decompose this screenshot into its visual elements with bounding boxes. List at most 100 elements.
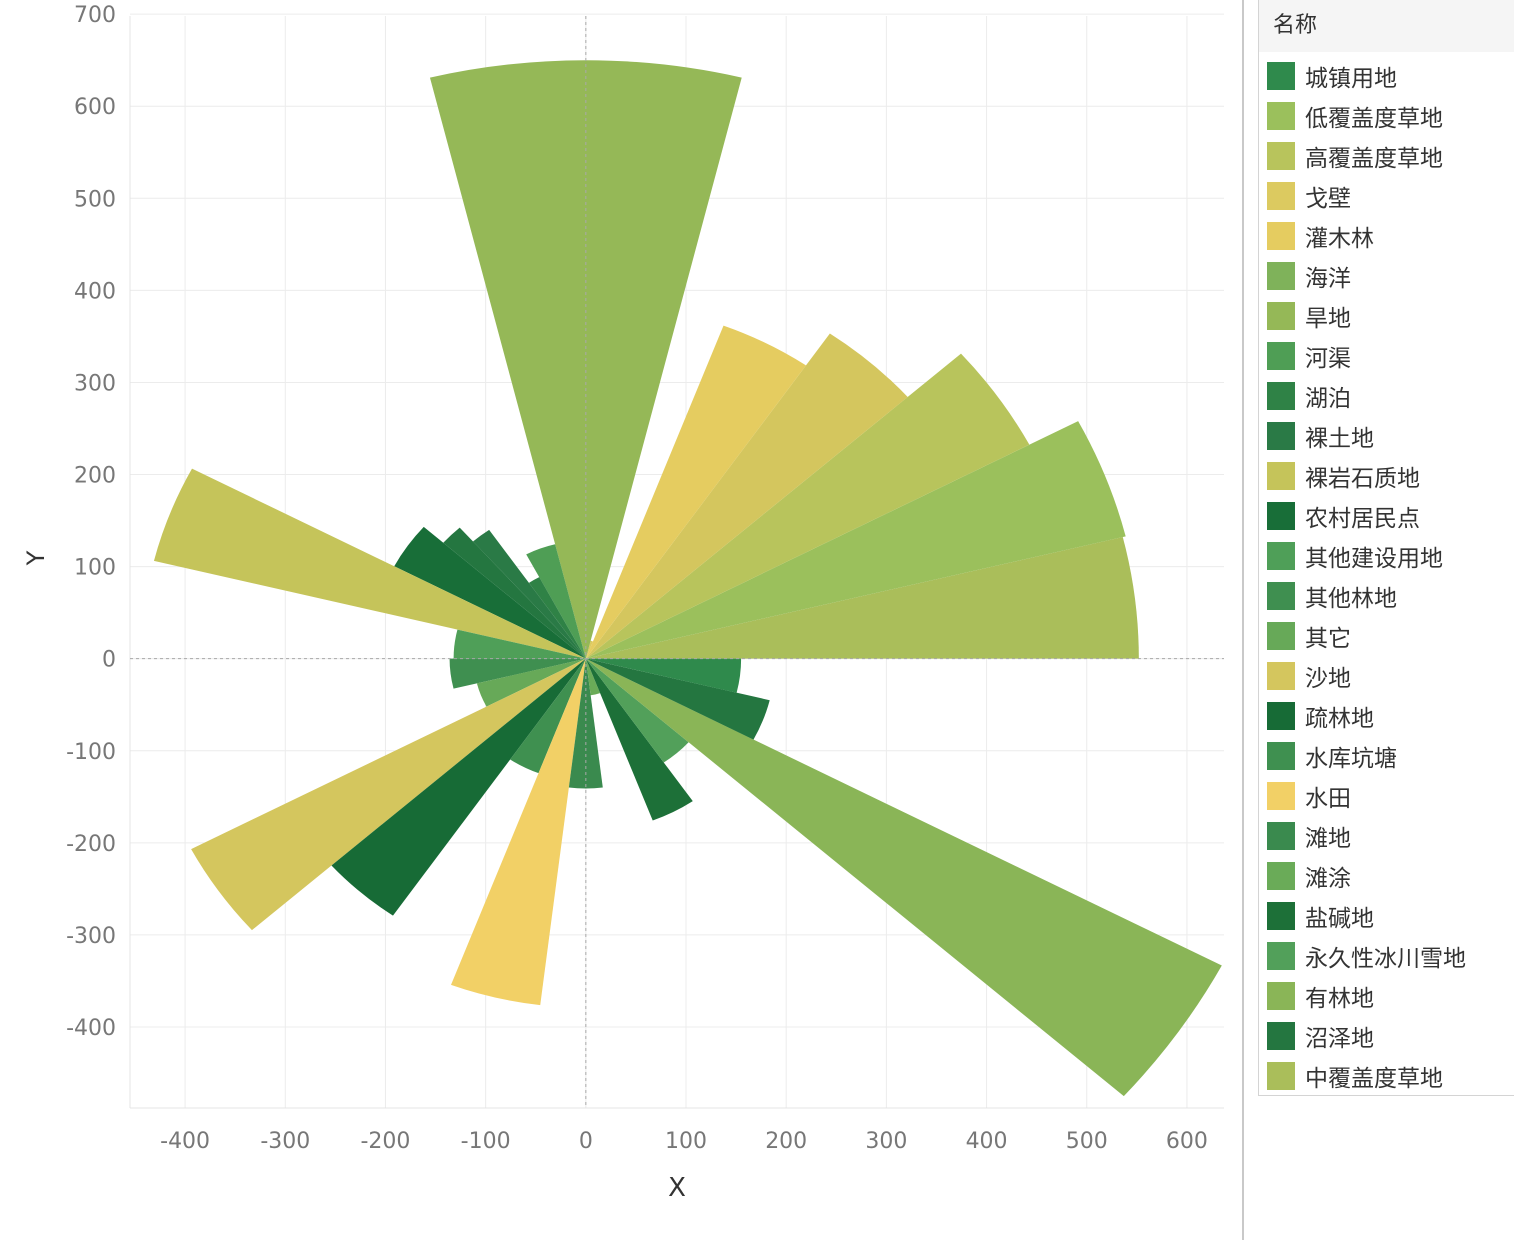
- x-tick-label: 600: [1166, 1129, 1208, 1154]
- legend-swatch: [1267, 582, 1295, 610]
- legend-item[interactable]: 其他建设用地: [1267, 536, 1466, 576]
- legend-item[interactable]: 灌木林: [1267, 216, 1466, 256]
- legend-item[interactable]: 沼泽地: [1267, 1016, 1466, 1056]
- sector-高覆盖度草地: [585, 353, 1030, 659]
- legend-swatch: [1267, 902, 1295, 930]
- legend-item[interactable]: 其它: [1267, 616, 1466, 656]
- sector-沙地: [585, 333, 908, 659]
- legend-item[interactable]: 水田: [1267, 776, 1466, 816]
- legend-item[interactable]: 滩涂: [1267, 856, 1466, 896]
- legend-label: 水田: [1305, 786, 1351, 812]
- sector-中覆盖度草地: [585, 537, 1139, 659]
- legend-label: 旱地: [1305, 306, 1351, 332]
- legend-item[interactable]: 裸岩石质地: [1267, 456, 1466, 496]
- legend-item[interactable]: 农村居民点: [1267, 496, 1466, 536]
- y-tick-label: 500: [74, 187, 116, 212]
- y-tick-label: 300: [74, 371, 116, 396]
- legend-swatch: [1267, 1062, 1295, 1090]
- y-tick-label: -100: [66, 740, 116, 765]
- legend-swatch: [1267, 342, 1295, 370]
- legend-item[interactable]: 沙地: [1267, 656, 1466, 696]
- y-tick-label: 600: [74, 95, 116, 120]
- sector-永久性冰川雪地: [585, 658, 689, 763]
- legend-item[interactable]: 中覆盖度草地: [1267, 1056, 1466, 1096]
- legend-label: 滩涂: [1305, 866, 1351, 892]
- x-axis-label: X: [668, 1173, 686, 1203]
- legend-label: 城镇用地: [1305, 66, 1397, 92]
- legend-swatch: [1267, 622, 1295, 650]
- legend-swatch: [1267, 662, 1295, 690]
- legend-label: 其他建设用地: [1305, 546, 1443, 572]
- sector-其他建设用地: [453, 629, 586, 659]
- legend-label: 有林地: [1305, 986, 1374, 1012]
- y-tick-label: -400: [66, 1016, 116, 1041]
- x-tick-label: 100: [665, 1129, 707, 1154]
- legend-label: 裸土地: [1305, 426, 1374, 452]
- x-tick-label: -200: [360, 1129, 410, 1154]
- legend-label: 低覆盖度草地: [1305, 106, 1443, 132]
- legend-item[interactable]: 戈壁: [1267, 176, 1466, 216]
- legend-label: 灌木林: [1305, 226, 1374, 252]
- legend-item[interactable]: 湖泊: [1267, 376, 1466, 416]
- legend-label: 沙地: [1305, 666, 1351, 692]
- legend-swatch: [1267, 942, 1295, 970]
- legend-item[interactable]: 河渠: [1267, 336, 1466, 376]
- legend-label: 其他林地: [1305, 586, 1397, 612]
- sector-盐碱地: [585, 658, 693, 821]
- legend-swatch: [1267, 462, 1295, 490]
- legend-label: 中覆盖度草地: [1305, 1066, 1443, 1092]
- sector-疏林地: [331, 658, 586, 916]
- x-tick-label: 0: [579, 1129, 593, 1154]
- legend: 名称 城镇用地低覆盖度草地 高覆盖度草地戈壁灌木林海洋旱地河渠湖泊裸土地裸岩石质地…: [1258, 0, 1514, 1096]
- y-tick-label: 100: [74, 556, 116, 581]
- legend-label: 农村居民点: [1305, 506, 1420, 532]
- legend-label: 其它: [1305, 626, 1351, 652]
- legend-label: 疏林地: [1305, 706, 1374, 732]
- legend-item[interactable]: 有林地: [1267, 976, 1466, 1016]
- sector-其他林地: [449, 658, 586, 689]
- legend-item[interactable]: 海洋: [1267, 256, 1466, 296]
- legend-label: 沼泽地: [1305, 1026, 1374, 1052]
- polar-bar-chart: -400 -300 -200 -100 0 100 200 300 400 500 600 -400 -…: [22, 3, 1224, 1203]
- sector-其它: [476, 658, 586, 707]
- legend-item[interactable]: 旱地: [1267, 296, 1466, 336]
- legend-panel: 名称 城镇用地低覆盖度草地 高覆盖度草地戈壁灌木林海洋旱地河渠湖泊裸土地裸岩石质地…: [1242, 0, 1514, 1240]
- y-tick-label: 200: [74, 464, 116, 489]
- legend-item[interactable]: 其他林地: [1267, 576, 1466, 616]
- sector-沙地: [191, 658, 586, 931]
- legend-label: 滩地: [1305, 826, 1351, 852]
- legend-item[interactable]: 水库坑塘: [1267, 736, 1466, 776]
- x-tick-label: 200: [765, 1129, 807, 1154]
- legend-item[interactable]: 高覆盖度草地: [1267, 136, 1466, 176]
- y-tick-label: -200: [66, 832, 116, 857]
- legend-swatch: [1267, 542, 1295, 570]
- sector-湖泊: [528, 577, 586, 659]
- legend-label: 海洋: [1305, 266, 1351, 292]
- legend-swatch: [1267, 502, 1295, 530]
- legend-swatch: [1267, 782, 1295, 810]
- legend-title: 名称: [1259, 0, 1514, 52]
- sector-农村居民点: [394, 526, 586, 659]
- legend-label: 河渠: [1305, 346, 1351, 372]
- x-tick-label: -100: [461, 1129, 511, 1154]
- sector-戈壁: [585, 640, 593, 659]
- legend-item[interactable]: 城镇用地: [1267, 56, 1466, 96]
- sector-水库坑塘: [510, 658, 586, 774]
- legend-item[interactable]: 永久性冰川雪地: [1267, 936, 1466, 976]
- legend-item[interactable]: 低覆盖度草地: [1267, 96, 1466, 136]
- legend-item[interactable]: 盐碱地: [1267, 896, 1466, 936]
- legend-item[interactable]: 疏林地: [1267, 696, 1466, 736]
- legend-label: 高覆盖度草地: [1305, 146, 1443, 172]
- legend-label: 永久性冰川雪地: [1305, 946, 1466, 972]
- sector-水田: [451, 658, 586, 1006]
- legend-swatch: [1267, 222, 1295, 250]
- sector-河渠: [526, 544, 586, 659]
- legend-label: 裸岩石质地: [1305, 466, 1420, 492]
- legend-label: 盐碱地: [1305, 906, 1374, 932]
- legend-item[interactable]: 裸土地: [1267, 416, 1466, 456]
- x-tick-label: 400: [966, 1129, 1008, 1154]
- legend-item[interactable]: 滩地: [1267, 816, 1466, 856]
- legend-swatch: [1267, 742, 1295, 770]
- legend-swatch: [1267, 302, 1295, 330]
- legend-label: 湖泊: [1305, 386, 1351, 412]
